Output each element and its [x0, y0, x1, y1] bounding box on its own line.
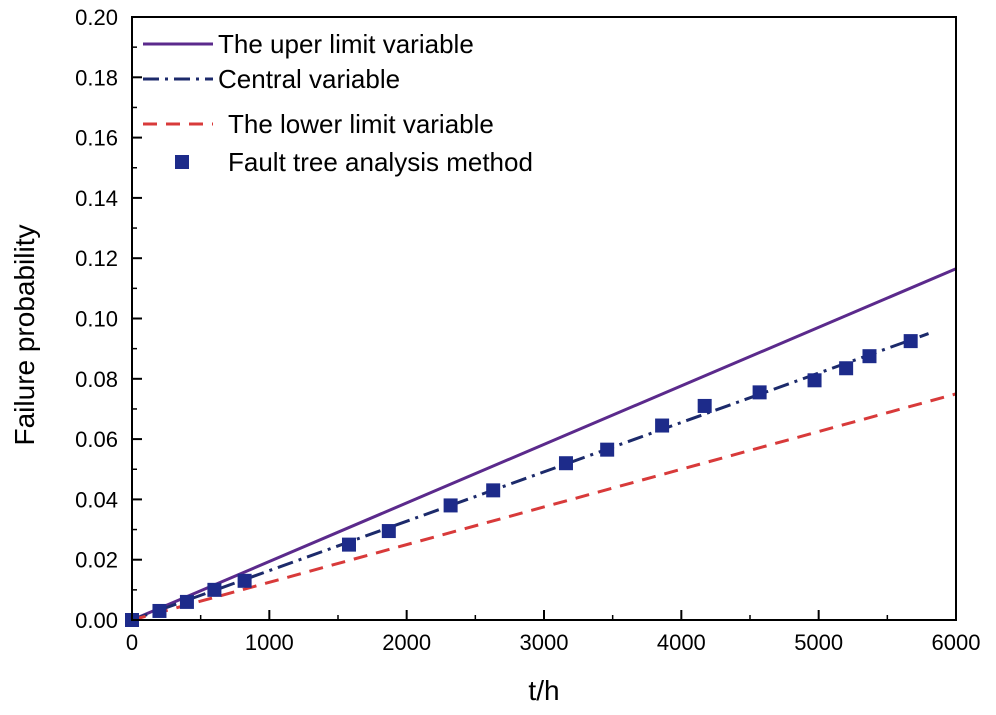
data-point-fault-tree	[697, 398, 712, 413]
data-point-fault-tree	[558, 456, 573, 471]
x-tick-label: 3000	[520, 630, 569, 655]
data-point-fault-tree	[839, 361, 854, 376]
data-point-fault-tree	[152, 603, 167, 618]
data-point-fault-tree	[381, 524, 396, 539]
x-tick-label: 0	[126, 630, 138, 655]
series-line-dashdot	[131, 332, 930, 622]
y-tick-label: 0.20	[75, 5, 118, 30]
x-axis-title: t/h	[528, 675, 559, 706]
tick-labels: 0 1000 2000 3000 4000 5000 6000 0.00 0.02 0.04 0.0…	[75, 5, 980, 655]
data-point-fault-tree	[237, 573, 252, 588]
y-tick-label: 0.04	[75, 487, 118, 512]
x-tick-label: 4000	[657, 630, 706, 655]
series-layer	[125, 267, 957, 627]
y-tick-label: 0.02	[75, 548, 118, 573]
data-point-fault-tree	[807, 373, 822, 388]
x-tick-label: 6000	[932, 630, 981, 655]
legend-label: Central variable	[218, 64, 400, 94]
data-point-fault-tree	[486, 483, 501, 498]
y-tick-label: 0.00	[75, 608, 118, 633]
data-point-fault-tree	[752, 385, 767, 400]
data-point-fault-tree	[655, 418, 670, 433]
y-tick-label: 0.16	[75, 126, 118, 151]
data-point-fault-tree	[341, 537, 356, 552]
y-tick-label: 0.10	[75, 307, 118, 332]
legend-label: Fault tree analysis method	[228, 147, 533, 177]
y-tick-label: 0.18	[75, 65, 118, 90]
series-line-solid	[131, 267, 957, 622]
legend-marker-fault-tree	[175, 155, 189, 169]
plot-frame	[131, 16, 957, 621]
y-axis-title: Failure probability	[9, 225, 40, 446]
y-tick-label: 0.14	[75, 186, 118, 211]
legend-label: The uper limit variable	[218, 29, 474, 59]
data-point-fault-tree	[443, 498, 458, 513]
legend: The uper limit variable Central variable T…	[143, 29, 533, 177]
data-point-fault-tree	[862, 349, 877, 364]
y-tick-label: 0.08	[75, 367, 118, 392]
y-tick-label: 0.06	[75, 427, 118, 452]
x-tick-label: 2000	[382, 630, 431, 655]
legend-label: The lower limit variable	[228, 109, 494, 139]
x-tick-label: 5000	[794, 630, 843, 655]
x-tick-label: 1000	[245, 630, 294, 655]
y-tick-label: 0.12	[75, 246, 118, 271]
data-point-fault-tree	[207, 582, 222, 597]
series-line-dashed	[131, 392, 957, 622]
data-point-fault-tree	[179, 594, 194, 609]
data-point-fault-tree	[600, 442, 615, 457]
data-point-fault-tree	[903, 334, 918, 349]
